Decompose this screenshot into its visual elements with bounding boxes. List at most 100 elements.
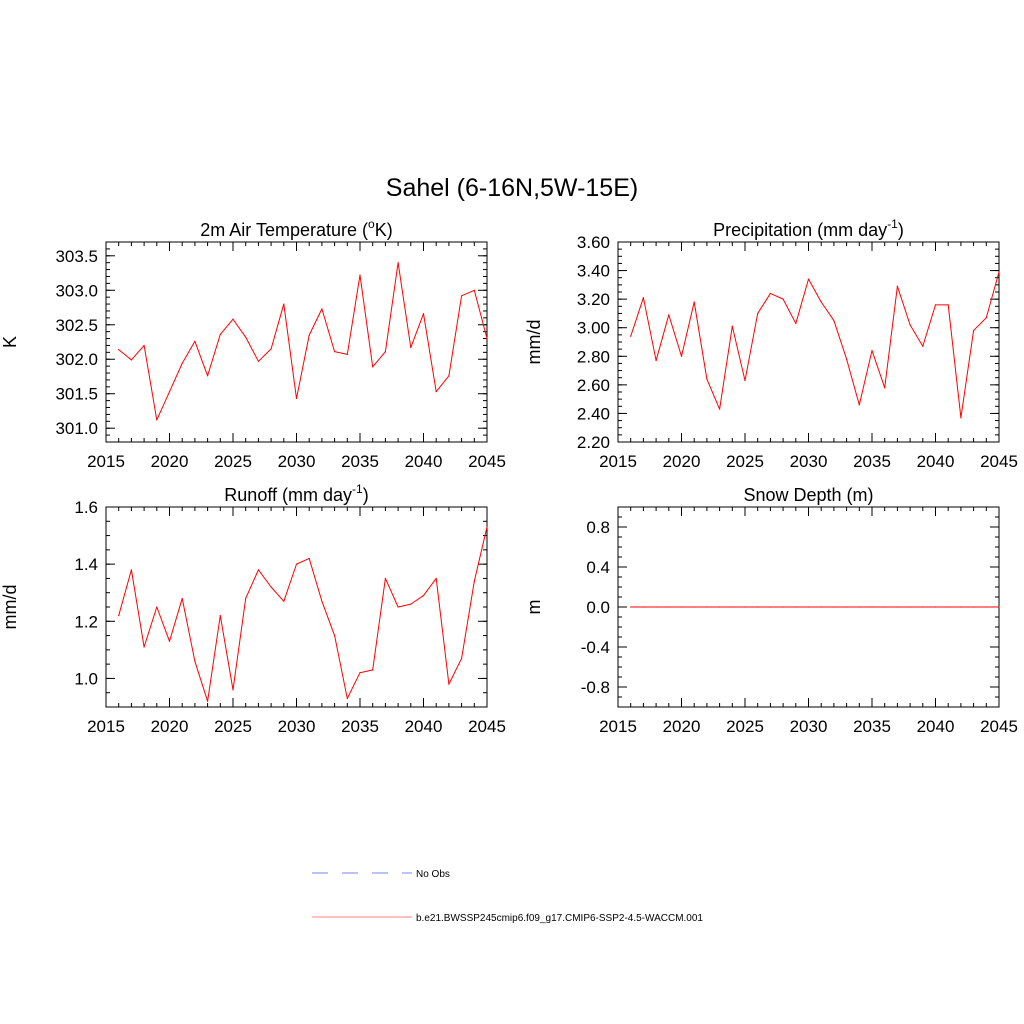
data-point xyxy=(668,314,670,316)
data-point xyxy=(807,606,810,608)
data-point xyxy=(334,634,336,637)
data-point xyxy=(846,606,848,608)
data-point xyxy=(985,317,987,319)
x-tick-label: 2020 xyxy=(663,717,701,736)
y-tick-label: 2.60 xyxy=(577,376,610,395)
data-point xyxy=(719,408,721,410)
panel-title-precipitation: Precipitation (mm day-1) xyxy=(713,217,904,240)
x-tick-label: 2020 xyxy=(151,717,189,736)
data-point xyxy=(384,351,386,353)
data-point xyxy=(118,614,120,617)
data-point xyxy=(680,355,683,357)
x-tick-label: 2025 xyxy=(726,717,764,736)
data-point xyxy=(422,594,425,597)
panel-title-main: Precipitation (mm day xyxy=(713,220,887,240)
panel-title-superscript: -1 xyxy=(352,482,363,496)
panel-title-tail: ) xyxy=(898,220,904,240)
y-tick-label: 1.4 xyxy=(74,555,98,574)
panel-temperature: 2m Air Temperature (oK) 2015 2020 2025 2030 2… xyxy=(0,217,506,471)
y-tick-label: 301.5 xyxy=(55,385,98,404)
data-point xyxy=(846,358,848,360)
data-point xyxy=(807,278,810,280)
data-point xyxy=(655,606,657,608)
data-point xyxy=(769,606,772,608)
panel-title-main: Snow Depth (m) xyxy=(743,485,873,505)
y-tick-label: 3.60 xyxy=(577,233,610,252)
y-tick-label: 1.0 xyxy=(74,669,98,688)
panel-title-temperature: 2m Air Temperature (oK) xyxy=(200,217,392,240)
data-point xyxy=(245,597,247,600)
x-tick-label: 2030 xyxy=(278,717,316,736)
data-point xyxy=(934,304,937,306)
data-point xyxy=(461,295,463,297)
panel-title-tail: ) xyxy=(363,485,369,505)
data-point xyxy=(744,379,746,382)
y-tick-label: 3.20 xyxy=(577,290,610,309)
data-point xyxy=(896,285,899,287)
panel-title-runoff: Runoff (mm day-1) xyxy=(224,482,368,505)
panels: 2m Air Temperature (oK) 2015 2020 2025 2030 2… xyxy=(0,217,1018,736)
data-point xyxy=(896,606,899,608)
x-tick-label: 2040 xyxy=(405,717,443,736)
data-point xyxy=(858,606,860,608)
data-point xyxy=(909,324,911,326)
data-point xyxy=(757,312,759,315)
data-point xyxy=(448,683,450,685)
y-tick-label: 301.0 xyxy=(55,419,98,438)
x-tick-label: 2025 xyxy=(214,717,252,736)
data-point xyxy=(680,606,683,608)
figure-title: Sahel (6-16N,5W-15E) xyxy=(386,174,638,202)
x-tick-label: 2035 xyxy=(853,717,891,736)
series-line-runoff xyxy=(118,526,488,702)
data-point xyxy=(630,606,632,608)
data-point xyxy=(118,348,120,351)
x-tick-label: 2020 xyxy=(663,452,701,471)
x-tick-label: 2030 xyxy=(790,452,828,471)
data-point xyxy=(820,606,822,608)
x-tick-label: 2040 xyxy=(917,717,955,736)
legend-label-no-obs: No Obs xyxy=(416,869,450,880)
data-point xyxy=(130,359,132,361)
data-point xyxy=(668,606,670,608)
data-point xyxy=(973,329,975,332)
data-point xyxy=(283,303,285,305)
data-point xyxy=(871,606,873,608)
data-point xyxy=(934,606,937,608)
data-point xyxy=(858,404,860,406)
data-point xyxy=(693,606,695,608)
data-point xyxy=(719,606,721,608)
data-point xyxy=(998,271,1000,273)
data-point xyxy=(270,348,272,350)
x-tick-label: 2045 xyxy=(980,717,1018,736)
data-point xyxy=(232,689,234,691)
x-tick-label: 2015 xyxy=(87,717,125,736)
data-point xyxy=(410,603,412,605)
y-tick-label: 3.40 xyxy=(577,262,610,281)
data-point xyxy=(283,600,285,602)
panel-runoff: Runoff (mm day-1) 2015 2020 2025 2030 2035 204… xyxy=(0,482,506,736)
x-tick-label: 2015 xyxy=(599,452,637,471)
data-point xyxy=(207,375,209,377)
data-point xyxy=(642,606,645,608)
y-tick-label: 0.4 xyxy=(586,558,610,577)
x-tick-label: 2035 xyxy=(853,452,891,471)
data-point xyxy=(486,337,488,340)
data-point xyxy=(757,606,759,608)
x-tick-label: 2045 xyxy=(980,452,1018,471)
x-tick-label: 2020 xyxy=(151,452,189,471)
series-line-temperature xyxy=(118,262,488,421)
data-point xyxy=(820,301,822,303)
data-point xyxy=(168,391,171,393)
data-point xyxy=(486,526,488,528)
data-point xyxy=(410,346,412,349)
y-tick-label: 2.80 xyxy=(577,347,610,366)
y-tick-label: -0.8 xyxy=(581,678,610,697)
panel-title-superscript: o xyxy=(368,217,375,231)
y-tick-label: 302.0 xyxy=(55,350,98,369)
data-point xyxy=(232,318,234,320)
panel-title-tail: K) xyxy=(375,220,393,240)
y-tick-label: 303.0 xyxy=(55,281,98,300)
data-point xyxy=(308,334,310,336)
data-point xyxy=(744,606,746,608)
series-line-precipitation xyxy=(630,271,1000,419)
